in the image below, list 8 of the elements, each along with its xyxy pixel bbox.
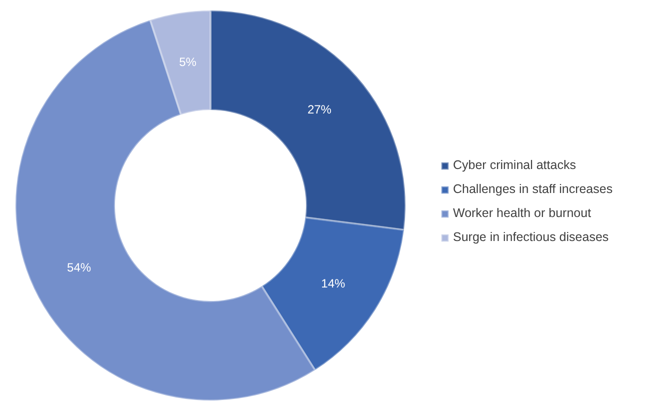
data-label: 14% (321, 276, 346, 290)
legend-label: Surge in infectious diseases (453, 230, 609, 244)
data-label: 54% (67, 260, 92, 274)
legend-label: Worker health or burnout (453, 206, 592, 220)
data-label: 27% (307, 102, 332, 116)
legend-label: Challenges in staff increases (453, 182, 613, 196)
data-label: 5% (179, 55, 197, 70)
legend-label: Cyber criminal attacks (453, 158, 576, 172)
